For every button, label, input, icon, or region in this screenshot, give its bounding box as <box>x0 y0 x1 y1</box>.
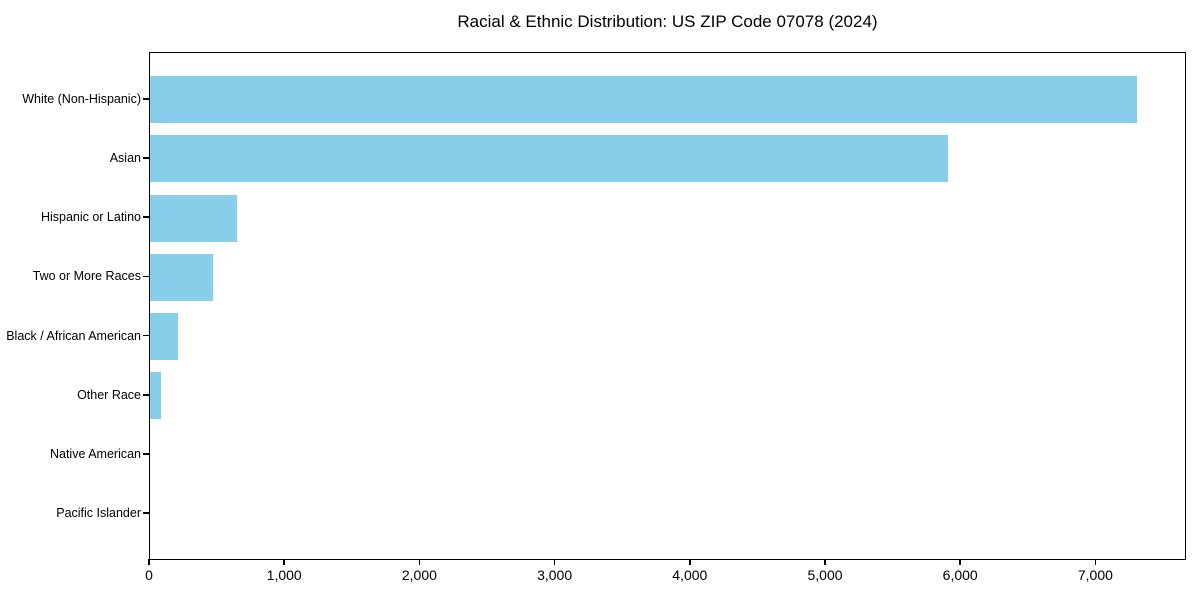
y-tick-mark <box>143 394 149 396</box>
bar <box>150 372 162 420</box>
x-tick-mark <box>148 559 150 565</box>
x-tick-mark <box>1094 559 1097 565</box>
bar <box>150 76 1137 124</box>
y-tick-label: Native American <box>49 447 141 462</box>
x-tick-label: 7,000 <box>1077 567 1113 583</box>
x-tick-label: 4,000 <box>672 567 708 583</box>
y-tick-mark <box>143 157 149 159</box>
y-tick-mark <box>143 275 149 278</box>
y-tick-mark <box>143 334 149 337</box>
x-tick-label: 2,000 <box>401 567 437 583</box>
bar <box>150 313 178 361</box>
x-tick-label: 1,000 <box>266 567 302 583</box>
y-tick-mark <box>143 453 149 455</box>
bar <box>150 253 213 301</box>
x-tick-label: 0 <box>145 567 153 583</box>
bar <box>150 194 238 242</box>
y-tick-label: Pacific Islander <box>56 506 141 521</box>
y-tick-label: Asian <box>109 150 141 165</box>
y-tick-label: White (Non-Hispanic) <box>22 91 141 106</box>
chart-title: Racial & Ethnic Distribution: US ZIP Cod… <box>457 12 878 31</box>
x-tick-mark <box>959 559 961 565</box>
x-tick-mark <box>553 559 556 565</box>
x-tick-mark <box>283 559 285 565</box>
x-tick-mark <box>418 559 421 565</box>
bar <box>150 135 948 183</box>
y-tick-label: Two or More Races <box>32 269 141 284</box>
y-tick-label: Other Race <box>77 387 141 402</box>
x-tick-label: 3,000 <box>537 567 573 583</box>
x-tick-label: 5,000 <box>807 567 843 583</box>
plot-area <box>149 52 1186 560</box>
x-tick-mark <box>824 559 826 565</box>
x-tick-label: 6,000 <box>942 567 978 583</box>
y-tick-mark <box>143 512 149 514</box>
x-tick-mark <box>689 559 691 565</box>
y-tick-mark <box>143 98 149 100</box>
y-tick-label: Hispanic or Latino <box>40 210 141 225</box>
y-tick-mark <box>143 216 149 218</box>
y-tick-label: Black / African American <box>6 328 141 343</box>
